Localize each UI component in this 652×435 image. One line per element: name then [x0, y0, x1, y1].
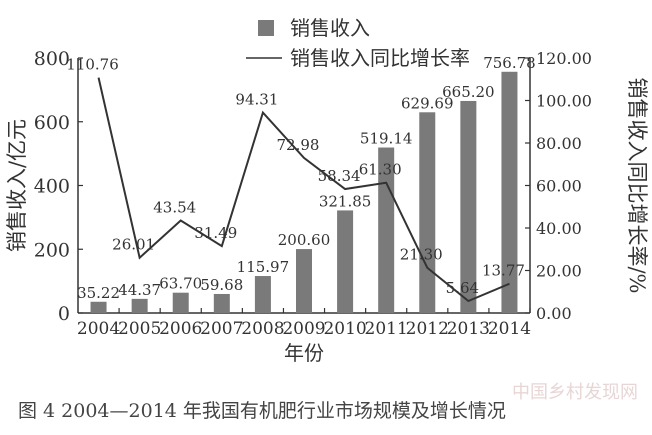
line-value-label: 61.30: [359, 161, 402, 179]
x-tick-label: 2014: [488, 319, 531, 339]
x-tick-label: 2007: [200, 319, 243, 339]
bar: [90, 301, 107, 313]
x-tick-label: 2011: [365, 319, 408, 339]
y-tick-label-right: 80.00: [536, 134, 582, 153]
y-tick-label-right: 0.00: [536, 304, 572, 323]
bar-value-label: 665.20: [442, 83, 495, 101]
bar: [419, 112, 436, 313]
x-tick-label: 2006: [159, 319, 202, 339]
y-tick-label-left: 400: [34, 176, 70, 198]
line-value-label: 110.76: [66, 56, 119, 74]
line-value-label: 58.34: [318, 167, 361, 185]
growth-line: [97, 77, 510, 303]
line-value-label: 26.01: [112, 236, 155, 254]
bar-value-label: 115.97: [237, 258, 290, 276]
x-tick-label: 2005: [118, 319, 161, 339]
x-tick-label: 2004: [77, 319, 120, 339]
chart: 0 200 400 600 800 0.00 20.00 40.00 60.00 80.00 100…: [5, 16, 649, 365]
bar-value-label: 200.60: [278, 231, 331, 249]
bar-value-label: 63.70: [159, 275, 202, 293]
figure-caption: 图 4 2004—2014 年我国有机肥行业市场规模及增长情况: [18, 400, 506, 422]
y-tick-label-right: 100.00: [536, 92, 592, 111]
bar-value-label: 44.37: [118, 281, 161, 299]
y-tick-label-left: 600: [34, 112, 70, 134]
bar-value-label: 321.85: [319, 192, 372, 210]
y-tick-label-right: 60.00: [536, 177, 582, 196]
bar: [501, 71, 518, 314]
line-value-label: 31.49: [194, 224, 237, 242]
y-axis-title-left: 销售收入/亿元: [5, 119, 29, 252]
line-value-label: 5.64: [446, 279, 479, 297]
bar-value-label: 519.14: [360, 130, 413, 148]
y-tick-label-left: 0: [58, 303, 70, 325]
line-value-label: 13.77: [482, 262, 525, 280]
y-tick-label-left: 800: [34, 48, 70, 70]
bar: [254, 276, 271, 313]
line-value-label: 21.30: [400, 246, 443, 264]
x-tick-label: 2009: [282, 319, 325, 339]
y-tick-label-right: 120.00: [536, 49, 592, 68]
bar: [172, 292, 189, 313]
bar: [296, 249, 312, 313]
watermark: 中国乡村发现网: [512, 382, 638, 403]
x-axis-title: 年份: [284, 341, 324, 365]
bar: [213, 293, 230, 313]
legend-bar-label: 销售收入: [290, 16, 370, 40]
legend-bar-swatch: [258, 20, 274, 36]
legend-line-label: 销售收入同比增长率: [290, 46, 470, 70]
x-tick-label: 2013: [447, 319, 490, 339]
y-tick-label-right: 20.00: [536, 262, 582, 281]
y-tick-label-left: 200: [34, 239, 70, 261]
bar-value-label: 35.22: [77, 284, 120, 302]
bar-value-label: 59.68: [200, 276, 243, 294]
y-axis-title-right: 销售收入同比增长率/%: [625, 77, 649, 293]
x-tick-label: 2012: [406, 319, 449, 339]
line-value-label: 94.31: [235, 91, 278, 109]
bar-value-label: 629.69: [401, 94, 454, 112]
y-tick-label-right: 40.00: [536, 219, 582, 238]
bar-value-label: 756.78: [483, 54, 536, 72]
line-value-label: 72.98: [277, 136, 320, 154]
bar: [460, 100, 477, 313]
x-tick-label: 2008: [241, 319, 284, 339]
x-tick-label: 2010: [323, 319, 366, 339]
bar: [337, 210, 354, 313]
bar: [131, 298, 148, 313]
line-value-label: 43.54: [153, 198, 196, 216]
